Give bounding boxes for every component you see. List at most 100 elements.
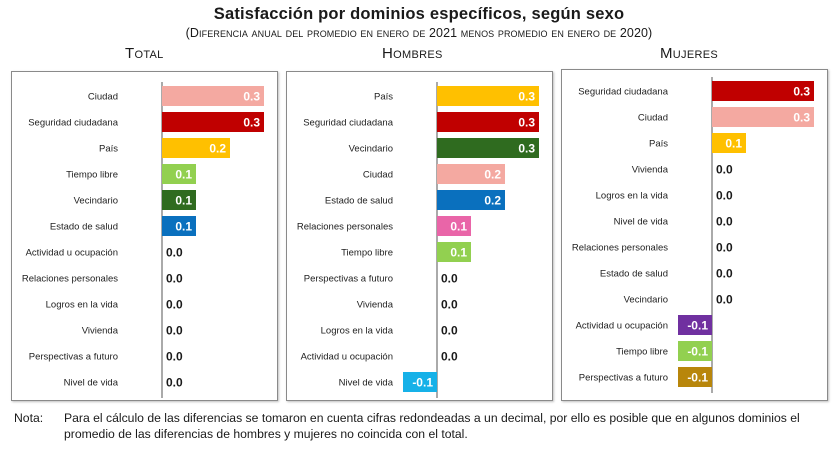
data-label: 0.1 bbox=[450, 246, 467, 260]
data-label: 0.0 bbox=[166, 350, 183, 364]
panel-title-hombres: Hombres bbox=[382, 45, 443, 62]
category-label: Seguridad ciudadana bbox=[303, 118, 394, 129]
data-label: 0.3 bbox=[518, 116, 535, 130]
category-label: Ciudad bbox=[88, 92, 118, 103]
category-label: Actividad u ocupación bbox=[576, 321, 668, 332]
category-label: Tiempo libre bbox=[66, 170, 118, 181]
data-label: -0.1 bbox=[687, 371, 708, 385]
data-label: 0.3 bbox=[243, 116, 260, 130]
bar bbox=[437, 216, 471, 236]
data-label: 0.1 bbox=[175, 194, 192, 208]
data-label: 0.3 bbox=[243, 90, 260, 104]
category-label: Vivienda bbox=[632, 165, 669, 176]
bar bbox=[437, 242, 471, 262]
category-label: Logros en la vida bbox=[321, 326, 394, 337]
category-label: Vecindario bbox=[74, 196, 118, 207]
category-label: Ciudad bbox=[363, 170, 393, 181]
data-label: 0.0 bbox=[716, 241, 733, 255]
data-label: -0.1 bbox=[412, 376, 433, 390]
category-label: Estado de salud bbox=[600, 269, 668, 280]
category-label: Nivel de vida bbox=[64, 378, 119, 389]
data-label: 0.0 bbox=[441, 298, 458, 312]
category-label: Nivel de vida bbox=[339, 378, 394, 389]
bar bbox=[437, 112, 539, 132]
category-label: Relaciones personales bbox=[22, 274, 118, 285]
data-label: 0.2 bbox=[484, 194, 501, 208]
category-label: Actividad u ocupación bbox=[26, 248, 118, 259]
data-label: 0.1 bbox=[450, 220, 467, 234]
bar bbox=[437, 190, 505, 210]
category-label: País bbox=[374, 92, 393, 103]
bar bbox=[403, 372, 437, 392]
bar bbox=[162, 190, 196, 210]
data-label: 0.3 bbox=[518, 142, 535, 156]
category-label: Perspectivas a futuro bbox=[579, 373, 668, 384]
panel-title-total: Total bbox=[125, 45, 164, 62]
category-label: Vecindario bbox=[349, 144, 393, 155]
data-label: 0.0 bbox=[441, 350, 458, 364]
category-label: Estado de salud bbox=[325, 196, 393, 207]
data-label: 0.0 bbox=[716, 293, 733, 307]
bar bbox=[712, 107, 814, 127]
data-label: 0.3 bbox=[793, 111, 810, 125]
panel-hombres: País 0.3 Seguridad ciudadana 0.3 Vecindario 0… bbox=[286, 71, 553, 401]
data-label: 0.2 bbox=[209, 142, 226, 156]
category-label: Seguridad ciudadana bbox=[28, 118, 119, 129]
category-label: Tiempo libre bbox=[616, 347, 668, 358]
bar bbox=[437, 138, 539, 158]
data-label: 0.0 bbox=[166, 298, 183, 312]
bar bbox=[162, 86, 264, 106]
bar bbox=[162, 164, 196, 184]
chart-hombres: País 0.3 Seguridad ciudadana 0.3 Vecindario 0… bbox=[297, 82, 539, 398]
category-label: Vecindario bbox=[624, 295, 668, 306]
category-label: Perspectivas a futuro bbox=[29, 352, 118, 363]
category-label: País bbox=[99, 144, 118, 155]
data-label: 0.3 bbox=[793, 85, 810, 99]
category-label: Actividad u ocupación bbox=[301, 352, 393, 363]
category-label: Logros en la vida bbox=[596, 191, 669, 202]
category-label: Estado de salud bbox=[50, 222, 118, 233]
footnote-label: Nota: bbox=[14, 411, 44, 425]
category-label: Ciudad bbox=[638, 113, 668, 124]
bar bbox=[678, 367, 712, 387]
category-label: Tiempo libre bbox=[341, 248, 393, 259]
bar bbox=[678, 341, 712, 361]
data-label: 0.2 bbox=[484, 168, 501, 182]
data-label: -0.1 bbox=[687, 319, 708, 333]
bar bbox=[162, 138, 230, 158]
data-label: 0.0 bbox=[166, 246, 183, 260]
data-label: 0.0 bbox=[166, 324, 183, 338]
bar bbox=[712, 81, 814, 101]
category-label: Vivienda bbox=[82, 326, 119, 337]
bar bbox=[162, 112, 264, 132]
data-label: 0.1 bbox=[725, 137, 742, 151]
panel-title-mujeres: Mujeres bbox=[660, 45, 718, 62]
category-label: País bbox=[649, 139, 668, 150]
data-label: 0.0 bbox=[441, 272, 458, 286]
data-label: 0.1 bbox=[175, 168, 192, 182]
data-label: 0.3 bbox=[518, 90, 535, 104]
data-label: 0.0 bbox=[716, 189, 733, 203]
panel-mujeres: Seguridad ciudadana 0.3 Ciudad 0.3 País 0.1 Vi… bbox=[561, 69, 828, 401]
chart-subtitle: (Diferencia anual del promedio en enero … bbox=[185, 26, 653, 40]
bar bbox=[162, 216, 196, 236]
category-label: Nivel de vida bbox=[614, 217, 669, 228]
bar bbox=[437, 164, 505, 184]
panel-total: Ciudad 0.3 Seguridad ciudadana 0.3 País 0.2 Ti… bbox=[11, 71, 278, 401]
bar bbox=[678, 315, 712, 335]
footnote-text: Para el cálculo de las diferencias se to… bbox=[64, 411, 800, 441]
data-label: 0.0 bbox=[716, 215, 733, 229]
data-label: 0.0 bbox=[441, 324, 458, 338]
bar bbox=[712, 133, 746, 153]
chart-total: Ciudad 0.3 Seguridad ciudadana 0.3 País 0.2 Ti… bbox=[22, 82, 264, 398]
category-label: Vivienda bbox=[357, 300, 394, 311]
category-label: Logros en la vida bbox=[46, 300, 119, 311]
data-label: 0.0 bbox=[716, 163, 733, 177]
category-label: Relaciones personales bbox=[572, 243, 668, 254]
data-label: 0.0 bbox=[716, 267, 733, 281]
data-label: 0.0 bbox=[166, 272, 183, 286]
category-label: Seguridad ciudadana bbox=[578, 87, 669, 98]
data-label: -0.1 bbox=[687, 345, 708, 359]
category-label: Relaciones personales bbox=[297, 222, 393, 233]
data-label: 0.1 bbox=[175, 220, 192, 234]
